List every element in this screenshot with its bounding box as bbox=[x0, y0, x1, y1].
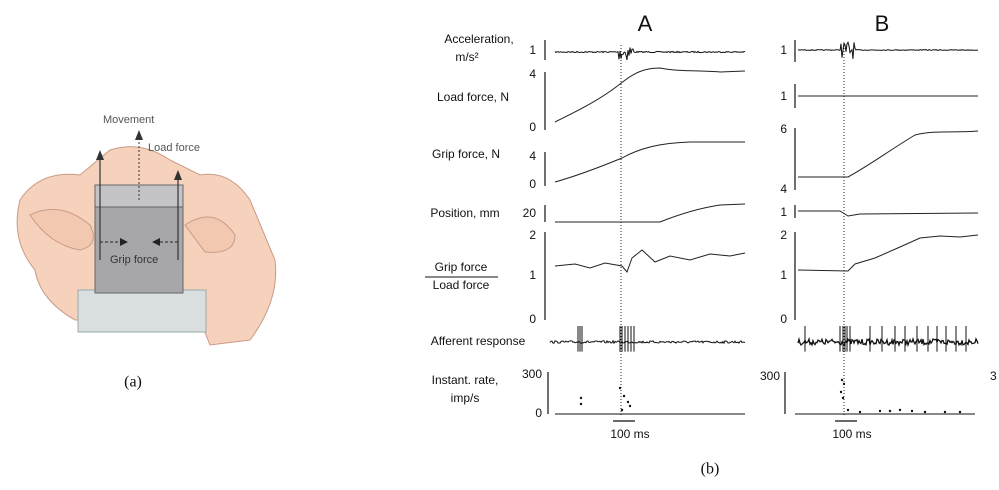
scale-label: 1 bbox=[780, 43, 787, 57]
rate-dot bbox=[842, 382, 846, 386]
row-label: Load force bbox=[433, 278, 490, 292]
scale-label: 2 bbox=[780, 228, 787, 242]
scale-label: 4 bbox=[529, 149, 536, 163]
scale-label: 3 bbox=[990, 369, 997, 383]
scale-label: 4 bbox=[529, 67, 536, 81]
rate-dot bbox=[898, 408, 902, 412]
noisy-traces bbox=[549, 41, 979, 414]
rate-dot bbox=[626, 400, 630, 404]
rate-dot bbox=[923, 410, 927, 414]
arrow-head bbox=[135, 130, 143, 140]
time-bar-label: 100 ms bbox=[610, 427, 649, 441]
rate-dot bbox=[840, 378, 844, 382]
scale-label: 1 bbox=[529, 43, 536, 57]
time-bar-label: 100 ms bbox=[832, 427, 871, 441]
scale-label: 0 bbox=[780, 312, 787, 326]
hand-illustration bbox=[16, 130, 277, 346]
movement-label: Movement bbox=[103, 114, 154, 126]
rate-dot bbox=[910, 409, 914, 413]
scale-label: 300 bbox=[760, 369, 780, 383]
rate-dot bbox=[858, 410, 862, 414]
arrow-head bbox=[96, 150, 104, 160]
rate-dot bbox=[839, 390, 843, 394]
grip-trace bbox=[798, 130, 979, 178]
scale-label: 1 bbox=[780, 205, 787, 219]
load-trace bbox=[554, 67, 746, 123]
scale-label: 0 bbox=[529, 312, 536, 326]
arrow-head bbox=[152, 238, 160, 246]
position-trace bbox=[798, 210, 979, 217]
noisy-trace bbox=[797, 41, 979, 59]
rate-dot bbox=[620, 408, 624, 412]
ratio-trace bbox=[797, 234, 979, 272]
grip-force-label: Grip force bbox=[110, 254, 158, 266]
rate-dot bbox=[579, 402, 583, 406]
scale-label: 4 bbox=[780, 182, 787, 196]
scale-label: 300 bbox=[522, 367, 542, 381]
row-label: Acceleration, bbox=[444, 32, 513, 46]
scale-label: 1 bbox=[780, 89, 787, 103]
scale-label: 0 bbox=[529, 120, 536, 134]
grip-trace bbox=[554, 141, 745, 183]
noisy-trace bbox=[554, 47, 746, 61]
rate-dot bbox=[888, 409, 892, 413]
column-title: B bbox=[875, 11, 890, 36]
arrow-head bbox=[174, 170, 182, 180]
thumb bbox=[184, 216, 236, 253]
caption: (b) bbox=[701, 461, 720, 478]
arrow-head bbox=[120, 238, 128, 246]
position-trace bbox=[555, 203, 746, 223]
row-label: Position, mm bbox=[430, 206, 499, 220]
caption: (a) bbox=[124, 374, 142, 391]
rate-dot bbox=[618, 386, 622, 390]
scale-label: 1 bbox=[780, 268, 787, 282]
row-label: Load force, N bbox=[437, 90, 509, 104]
scale-label: 0 bbox=[529, 177, 536, 191]
rate-dot bbox=[622, 394, 626, 398]
scale-label: 6 bbox=[780, 122, 787, 136]
rate-dot bbox=[943, 410, 947, 414]
rate-dot bbox=[628, 404, 632, 408]
rate-dot bbox=[958, 410, 962, 414]
noisy-trace bbox=[797, 336, 979, 348]
rate-dot bbox=[878, 409, 882, 413]
scale-label: 2 bbox=[529, 228, 536, 242]
row-label: m/s² bbox=[455, 50, 478, 64]
row-label: Grip force bbox=[435, 260, 488, 274]
rate-dot bbox=[846, 408, 850, 412]
column-title: A bbox=[638, 11, 653, 36]
scale-label: 0 bbox=[535, 406, 542, 420]
row-label: Afferent response bbox=[431, 334, 526, 348]
finger bbox=[29, 208, 94, 251]
scale-bars bbox=[544, 40, 975, 422]
row-label: imp/s bbox=[451, 391, 480, 405]
scale-label: 1 bbox=[529, 268, 536, 282]
block-base bbox=[77, 289, 207, 333]
scale-label: 20 bbox=[523, 206, 537, 220]
rate-dot bbox=[579, 396, 583, 400]
row-label: Grip force, N bbox=[432, 147, 500, 161]
load-force-label: Load force bbox=[148, 142, 200, 154]
row-label: Instant. rate, bbox=[432, 373, 499, 387]
noisy-trace bbox=[549, 339, 746, 345]
ratio-trace bbox=[554, 249, 746, 273]
rate-dot bbox=[841, 396, 845, 400]
